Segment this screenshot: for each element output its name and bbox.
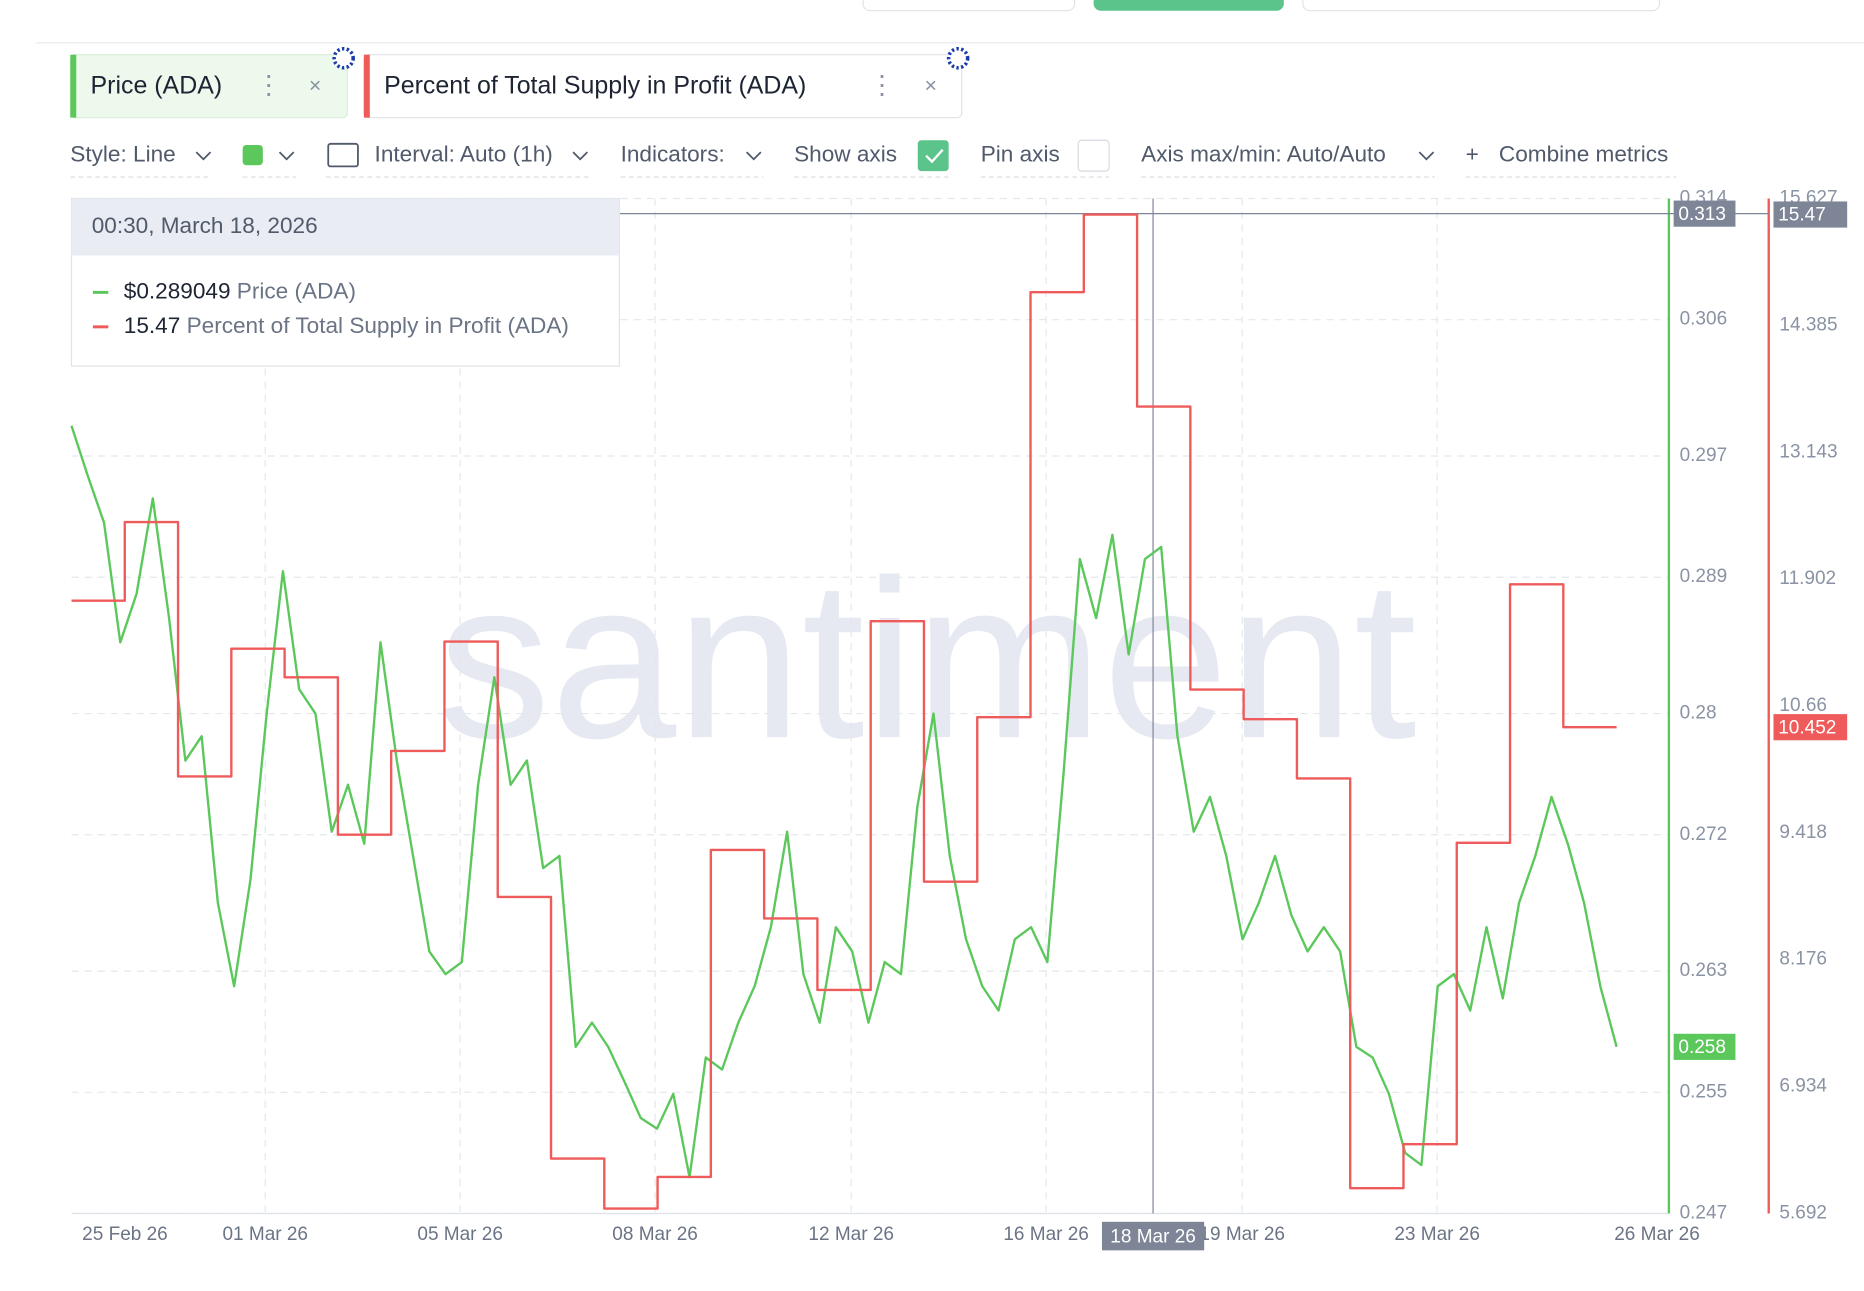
x-tick-label: 01 Mar 26 bbox=[222, 1224, 308, 1245]
series-line bbox=[71, 213, 1617, 1210]
x-tick-label: 12 Mar 26 bbox=[808, 1224, 894, 1245]
asset-icon bbox=[946, 46, 970, 70]
x-tick-label: 05 Mar 26 bbox=[417, 1224, 503, 1245]
tooltip-row: $0.289049 Price (ADA) bbox=[124, 278, 356, 303]
chevron bbox=[278, 151, 295, 161]
tooltip-value: 15.47 bbox=[124, 313, 181, 338]
metric-tab[interactable] bbox=[69, 54, 348, 119]
tooltip-name: Percent of Total Supply in Profit (ADA) bbox=[187, 313, 569, 338]
tooltip: 00:30, March 18, 2026 $0.289049 Price (A… bbox=[70, 197, 621, 367]
y-tick-label: 0.255 bbox=[1680, 1081, 1728, 1102]
combine-metrics[interactable]: Combine metrics bbox=[1499, 142, 1668, 167]
tab-color bbox=[70, 54, 77, 118]
chevron bbox=[195, 151, 212, 161]
y2-tick-label: 10.66 bbox=[1779, 695, 1827, 716]
chevron bbox=[745, 151, 762, 161]
tab-label: Percent of Total Supply in Profit (ADA) bbox=[384, 71, 806, 99]
x-tick-label: 23 Mar 26 bbox=[1394, 1224, 1480, 1245]
tooltip-name: Price (ADA) bbox=[237, 278, 356, 303]
interval-select[interactable]: Interval: Auto (1h) bbox=[375, 142, 553, 167]
y2-tick-label: 9.418 bbox=[1779, 822, 1827, 843]
tab-menu[interactable]: ⋮ bbox=[256, 70, 282, 100]
axis-range-select[interactable]: Axis max/min: Auto/Auto bbox=[1141, 142, 1386, 167]
tab-menu[interactable]: ⋮ bbox=[869, 70, 895, 100]
style-select[interactable]: Style: Line bbox=[70, 142, 175, 167]
asset-icon bbox=[332, 46, 355, 70]
series-line bbox=[70, 425, 1618, 1179]
show-axis-checkbox[interactable] bbox=[917, 140, 949, 172]
axis-badge-label: 10.452 bbox=[1778, 717, 1836, 738]
tooltip-row: 15.47 Percent of Total Supply in Profit … bbox=[124, 313, 569, 338]
x-tick-label: 16 Mar 26 bbox=[1003, 1224, 1089, 1245]
check bbox=[925, 148, 944, 164]
toolbar: Style: Line Interval: Auto (1h) Indicato… bbox=[70, 139, 1677, 178]
axis-badge bbox=[1673, 200, 1736, 227]
y-tick-label: 0.272 bbox=[1680, 824, 1728, 845]
crosshair-date: 18 Mar 26 bbox=[1110, 1226, 1196, 1247]
color-swatch[interactable] bbox=[242, 145, 263, 166]
plus: + bbox=[1466, 142, 1479, 167]
interval-icon bbox=[327, 142, 359, 168]
tooltip-header bbox=[71, 198, 620, 256]
y-tick-label: 0.297 bbox=[1680, 445, 1728, 466]
x-tick-label: 25 Feb 26 bbox=[82, 1224, 168, 1245]
tab-close[interactable]: × bbox=[309, 73, 321, 97]
header-button[interactable] bbox=[862, 0, 1076, 12]
header-button[interactable] bbox=[1093, 0, 1284, 11]
show-axis-label: Show axis bbox=[794, 142, 897, 167]
x-tick-label: 08 Mar 26 bbox=[612, 1224, 698, 1245]
y2-tick-label: 11.902 bbox=[1779, 568, 1836, 589]
tab-close[interactable]: × bbox=[925, 73, 937, 97]
tab-color bbox=[363, 54, 370, 118]
chevron bbox=[1418, 151, 1435, 161]
pin-axis-label: Pin axis bbox=[981, 142, 1060, 167]
y-tick-label: 0.289 bbox=[1680, 566, 1728, 587]
chevron bbox=[572, 151, 588, 161]
y2-tick-label: 14.385 bbox=[1779, 314, 1837, 335]
axis-badge bbox=[1773, 714, 1848, 741]
y-tick-label: 0.28 bbox=[1680, 703, 1717, 724]
x-tick-label: 26 Mar 26 bbox=[1614, 1224, 1700, 1245]
y-tick-label: 0.247 bbox=[1680, 1203, 1728, 1224]
pin-axis-checkbox[interactable] bbox=[1077, 139, 1110, 172]
axis-badge-label: 0.258 bbox=[1678, 1037, 1726, 1058]
y-tick-label: 0.306 bbox=[1680, 309, 1728, 330]
tooltip-value: $0.289049 bbox=[124, 278, 231, 303]
y2-tick-label: 13.143 bbox=[1779, 441, 1837, 462]
y2-tick-label: 6.934 bbox=[1779, 1076, 1827, 1097]
axis-badge bbox=[1773, 201, 1848, 228]
axis-badge-label: 15.47 bbox=[1778, 205, 1826, 226]
x-tick-label: 19 Mar 26 bbox=[1199, 1224, 1285, 1245]
axis-badge bbox=[1673, 1033, 1736, 1060]
y-tick-label: 0.263 bbox=[1680, 960, 1728, 981]
tooltip-date: 00:30, March 18, 2026 bbox=[92, 213, 318, 238]
axis-badge-label: 0.313 bbox=[1678, 204, 1726, 225]
header-button[interactable] bbox=[1302, 0, 1660, 12]
crosshair-date-badge bbox=[1101, 1221, 1205, 1251]
indicators-select[interactable]: Indicators: bbox=[621, 142, 725, 167]
tab-label: Price (ADA) bbox=[91, 71, 223, 99]
y2-tick-label: 5.692 bbox=[1779, 1203, 1827, 1224]
y2-tick-label: 8.176 bbox=[1779, 949, 1827, 970]
